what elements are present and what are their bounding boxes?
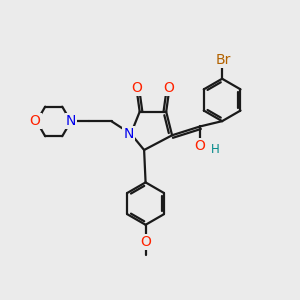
Text: Br: Br: [216, 52, 231, 67]
Text: O: O: [30, 114, 40, 128]
Text: O: O: [140, 235, 151, 249]
Text: N: N: [123, 127, 134, 141]
Text: H: H: [211, 142, 220, 156]
Text: O: O: [131, 81, 142, 94]
Text: N: N: [66, 114, 76, 128]
Text: O: O: [195, 139, 206, 153]
Text: O: O: [164, 81, 175, 94]
